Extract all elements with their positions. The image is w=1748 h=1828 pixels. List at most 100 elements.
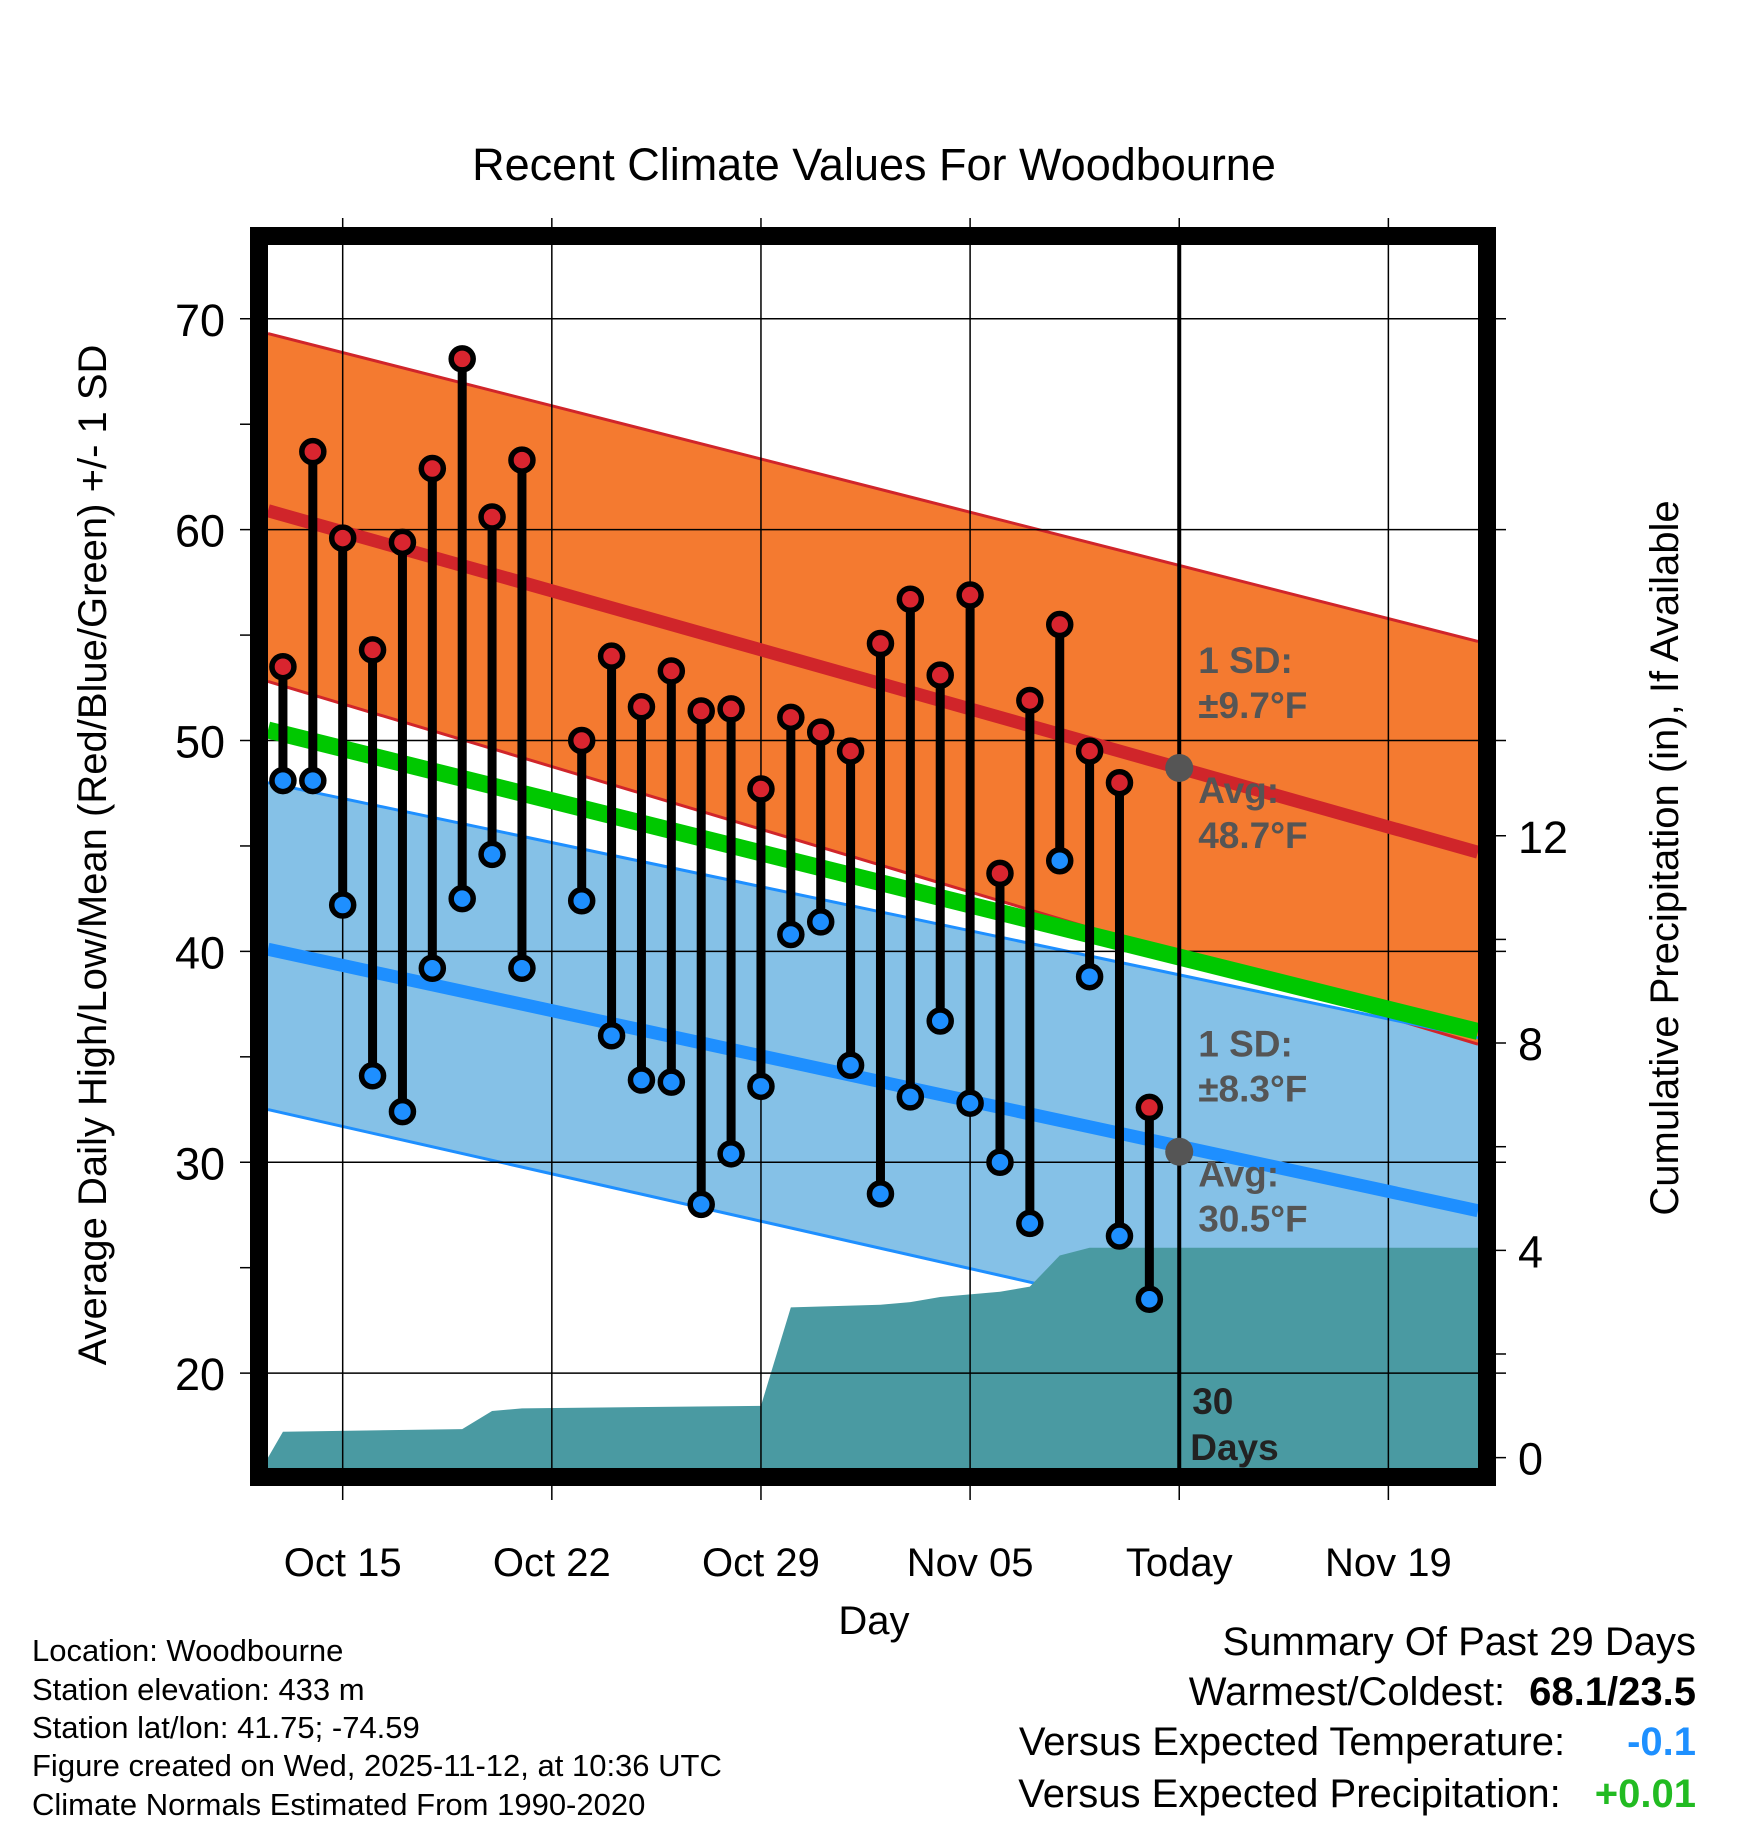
low-sd-annotation-label: 1 SD: [1198,1024,1293,1065]
summary-warmest-coldest-value: 68.1/23.5 [1529,1670,1696,1714]
daily-low-point [866,1180,895,1208]
daily-high-point [1016,686,1044,715]
daily-high-point [717,695,745,723]
summary-precip: Versus Expected Precipitation: +0.01 [1018,1772,1696,1817]
daily-low-point [328,891,357,919]
today-high-normal-marker [1165,753,1194,782]
daily-low-point [986,1148,1014,1176]
daily-low-point [358,1062,387,1090]
high-sd-upper-edge [267,332,1479,643]
days-count-annotation: 30 [1192,1381,1233,1422]
daily-low-point [418,954,447,983]
chart-title: Recent Climate Values For Woodbourne [472,139,1276,190]
summary-precip-value: +0.01 [1594,1772,1696,1816]
daily-low-point [747,1072,775,1101]
daily-low-point [567,887,596,915]
daily-high-point [478,503,506,531]
y-left-tick-label-0: 20 [175,1349,225,1400]
daily-low-point [478,840,506,869]
footer-normals: Climate Normals Estimated From 1990-2020 [32,1787,646,1822]
summary-precip-label: Versus Expected Precipitation: [1018,1772,1561,1816]
daily-high-point [299,437,327,466]
daily-low-point [657,1068,686,1096]
daily-low-point [627,1066,656,1094]
y-right-tick-label-0: 0 [1518,1434,1543,1485]
low-avg-annotation-value: 30.5°F [1198,1199,1307,1240]
daily-high-point [358,636,387,664]
summary-title: Summary Of Past 29 Days [1222,1620,1696,1664]
summary-temp: Versus Expected Temperature: -0.1 [1019,1720,1696,1765]
normal-high-line [266,504,1480,859]
daily-low-point [597,1021,626,1050]
daily-high-point [567,726,596,755]
daily-high-point [866,629,895,658]
x-tick-label-5: Nov 19 [1325,1541,1452,1585]
x-tick-label-0: Oct 15 [284,1541,402,1585]
daily-low-point [1016,1209,1044,1238]
daily-high-point [269,652,297,681]
daily-low-point [388,1097,417,1126]
daily-low-point [836,1051,865,1080]
daily-low-point [508,954,536,983]
daily-low-point [687,1190,715,1219]
daily-high-point [1105,768,1134,797]
daily-low-point [777,920,805,949]
daily-high-point [388,528,417,557]
daily-high-point [1135,1093,1164,1122]
daily-high-point [1045,610,1074,639]
daily-high-point [896,585,925,613]
high-avg-annotation-label: Avg: [1198,770,1279,811]
y-right-tick-label-2: 8 [1518,1019,1543,1070]
daily-high-point [627,693,656,721]
y-right-axis-label: Cumulative Precipitation (in), If Availa… [1643,500,1687,1215]
daily-high-point [777,703,805,732]
high-sd-annotation-label: 1 SD: [1198,640,1293,681]
daily-low-point [1075,962,1104,991]
x-tick-label-1: Oct 22 [493,1541,611,1585]
daily-high-point [508,446,536,474]
daily-low-point [1105,1222,1134,1250]
y-left-tick-label-5: 70 [175,295,225,346]
summary-warmest-coldest-label: Warmest/Coldest: [1188,1670,1506,1714]
daily-high-point [448,345,476,373]
y-left-tick-label-3: 50 [175,717,225,768]
summary-warmest-coldest: Warmest/Coldest: 68.1/23.5 [1189,1670,1696,1715]
daily-low-point [717,1140,745,1168]
low-avg-annotation-label: Avg: [1198,1154,1279,1195]
daily-low-point [806,908,835,936]
y-left-tick-label-2: 40 [175,927,225,978]
footer-created: Figure created on Wed, 2025-11-12, at 10… [32,1748,722,1783]
daily-low-point [269,766,297,795]
y-right-tick-label-3: 12 [1518,812,1568,863]
daily-low-point [1135,1285,1164,1314]
daily-high-point [418,454,447,483]
low-sd-annotation-value: ±8.3°F [1198,1069,1307,1110]
normal-mean-line [265,721,1481,1040]
high-sd-band-overlay [268,333,1478,1045]
daily-high-point [328,524,357,552]
daily-high-point [687,697,715,725]
daily-low-point [299,766,327,795]
days-label-annotation: Days [1190,1427,1278,1468]
footer-location: Location: Woodbourne [32,1633,344,1668]
y-left-tick-label-4: 60 [175,506,225,557]
x-tick-label-4: Today [1126,1541,1233,1585]
summary-temp-value: -0.1 [1627,1720,1696,1764]
daily-high-point [986,859,1014,888]
daily-high-point [747,775,775,803]
daily-low-point [896,1083,925,1111]
summary-temp-label: Versus Expected Temperature: [1018,1720,1566,1764]
daily-high-point [597,642,626,670]
low-sd-upper-edge [267,781,1479,1040]
footer-latlon: Station lat/lon: 41.75; -74.59 [32,1710,420,1745]
normal-low-line [266,942,1480,1218]
daily-high-point [956,581,984,609]
daily-low-point [448,884,476,913]
today-low-normal-marker [1165,1137,1194,1166]
y-right-tick-label-1: 4 [1518,1226,1543,1277]
daily-high-point [806,718,835,746]
x-tick-label-3: Nov 05 [907,1541,1034,1585]
footer-elevation: Station elevation: 433 m [32,1672,365,1707]
cumulative-precip-area [268,1247,1478,1468]
